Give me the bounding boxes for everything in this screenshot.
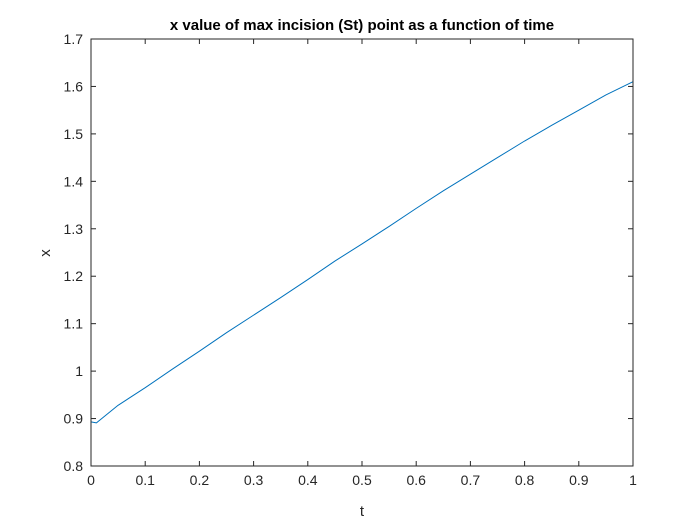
x-tick-label: 0.5 <box>352 472 372 488</box>
y-tick-label: 1.6 <box>64 78 84 94</box>
x-tick-label: 1 <box>629 472 637 488</box>
y-tick-label: 1.7 <box>64 31 84 47</box>
x-tick-label: 0.4 <box>298 472 318 488</box>
y-tick-label: 1.2 <box>64 268 84 284</box>
y-tick-label: 1.5 <box>64 126 84 142</box>
series-line-0 <box>90 81 634 424</box>
y-tick-label: 0.9 <box>64 411 84 427</box>
x-tick-label: 0.6 <box>406 472 426 488</box>
x-tick-label: 0.3 <box>244 472 264 488</box>
plot-area <box>91 39 633 466</box>
x-axis: 0 0.1 0.2 0.3 0.4 0.5 0.6 0.7 0.8 0.9 1 <box>87 39 637 488</box>
x-tick-label: 0.1 <box>135 472 155 488</box>
chart-title: x value of max incision (St) point as a … <box>170 17 554 34</box>
y-tick-label: 1 <box>75 363 83 379</box>
y-tick-label: 1.3 <box>64 221 84 237</box>
x-axis-label: t <box>360 503 365 520</box>
y-tick-label: 1.4 <box>64 173 84 189</box>
y-tick-label: 1.1 <box>64 316 84 332</box>
y-axis-label: x <box>37 249 54 257</box>
x-tick-label: 0.8 <box>515 472 535 488</box>
y-axis: 0.8 0.9 1 1.1 1.2 1.3 1.4 1.5 1.6 1.7 <box>64 31 633 474</box>
y-tick-label: 0.8 <box>64 458 84 474</box>
series-layer <box>90 81 634 424</box>
x-tick-label: 0.9 <box>569 472 589 488</box>
x-tick-label: 0.7 <box>461 472 481 488</box>
x-tick-label: 0.2 <box>190 472 210 488</box>
x-tick-label: 0 <box>87 472 95 488</box>
